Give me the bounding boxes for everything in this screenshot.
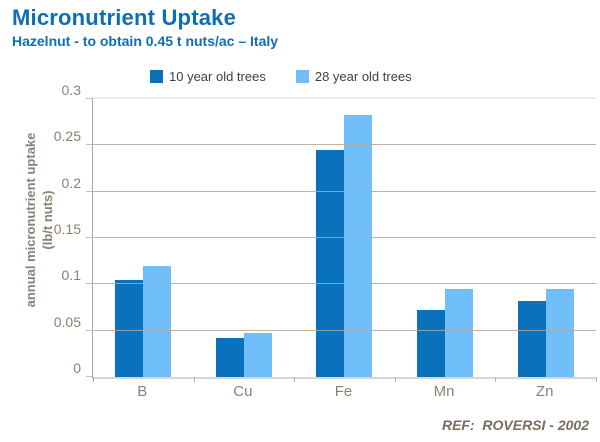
bar-group-fe	[294, 99, 395, 377]
y-tick-label: 0.3	[61, 82, 81, 98]
bar-group-b	[93, 99, 194, 377]
x-tick-mark	[394, 377, 396, 382]
bar-b-series2	[143, 265, 172, 377]
y-tick-mark	[86, 283, 92, 285]
bar-groups	[93, 99, 596, 377]
legend-swatch-icon	[295, 70, 309, 83]
legend-item-2: 28 year old trees	[295, 69, 412, 84]
plot-area: 0 0.05 0.1 0.15 0.2 0.25 0.3	[54, 82, 597, 382]
x-axis-label-zn: Zn	[535, 383, 554, 400]
bar-group-zn	[495, 99, 596, 377]
legend: 10 year old trees 28 year old trees	[150, 69, 412, 84]
bar-zn-series2	[545, 288, 574, 377]
y-tick-mark	[86, 237, 92, 238]
gridline	[93, 283, 596, 285]
y-tick-label: 0.05	[53, 313, 81, 330]
legend-label: 10 year old trees	[169, 69, 266, 84]
chart-title: Micronutrient Uptake	[12, 5, 237, 30]
bar-zn-series1	[517, 301, 546, 377]
y-tick-label: 0	[73, 360, 81, 376]
y-axis-title: annual micronutrient uptake (lb/t nuts)	[23, 133, 57, 308]
x-axis-label-fe: Fe	[334, 383, 353, 400]
bar-b-series1	[115, 279, 144, 377]
x-tick-mark	[193, 377, 195, 382]
gridline	[93, 237, 596, 238]
bar-fe-series1	[316, 149, 345, 377]
x-axis-label-mn: Mn	[433, 383, 455, 400]
y-tick-mark	[86, 190, 92, 192]
x-tick-mark	[495, 377, 497, 382]
bar-group-mn	[395, 99, 496, 377]
gridline	[93, 144, 596, 146]
bar-group-cu	[194, 99, 295, 377]
y-tick-label: 0.1	[61, 267, 81, 284]
x-axis-labels: B Cu Fe Mn Zn	[92, 383, 595, 400]
y-tick-label: 0.15	[53, 221, 81, 237]
reference-note: REF: ROVERSI - 2002	[441, 417, 589, 433]
y-tick-label: 0.2	[61, 174, 81, 191]
legend-label: 28 year old trees	[314, 69, 412, 84]
y-tick-label: 0.25	[53, 128, 81, 145]
y-tick-mark	[86, 376, 92, 377]
x-tick-mark	[93, 377, 94, 382]
y-axis-title-line1: annual micronutrient uptake	[23, 132, 39, 308]
x-tick-mark	[596, 377, 597, 382]
gridline	[93, 329, 596, 331]
x-axis-label-b: B	[137, 383, 148, 400]
x-tick-mark	[294, 377, 296, 382]
bar-cu-series2	[243, 333, 272, 377]
bar-mn-series2	[445, 288, 474, 377]
chart-subtitle: Hazelnut - to obtain 0.45 t nuts/ac – It…	[12, 33, 279, 49]
legend-item-1: 10 year old trees	[150, 69, 266, 84]
y-tick-mark	[86, 98, 92, 99]
bar-fe-series2	[344, 114, 373, 377]
gridline	[93, 190, 596, 192]
y-tick-mark	[86, 144, 92, 146]
y-tick-mark	[86, 329, 92, 331]
legend-swatch-icon	[150, 70, 163, 83]
bar-cu-series1	[215, 338, 244, 377]
y-axis-title-line2: (lb/t nuts)	[40, 190, 55, 250]
bar-mn-series1	[417, 310, 446, 377]
x-axis-label-cu: Cu	[233, 383, 253, 400]
